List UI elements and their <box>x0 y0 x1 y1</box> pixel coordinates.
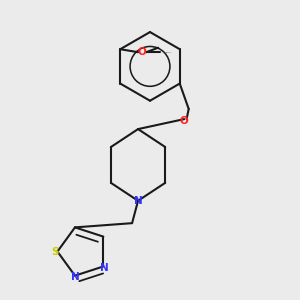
Text: S: S <box>51 247 59 256</box>
Text: N: N <box>100 263 109 273</box>
Text: O: O <box>137 47 146 57</box>
Text: N: N <box>70 272 79 282</box>
Text: methoxy: methoxy <box>166 52 172 53</box>
Text: N: N <box>134 196 142 206</box>
Text: O: O <box>180 116 189 127</box>
